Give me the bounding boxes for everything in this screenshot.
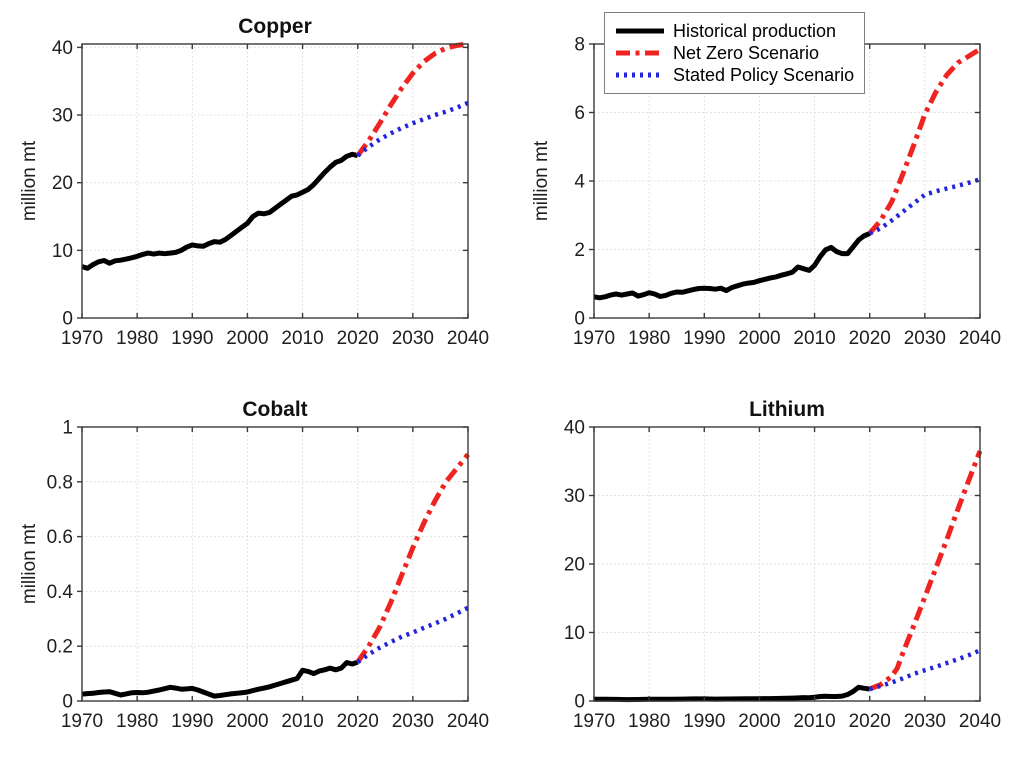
svg-text:30: 30	[564, 486, 585, 507]
svg-text:0: 0	[62, 692, 73, 713]
legend-entry-stated-policy: Stated Policy Scenario	[614, 64, 854, 86]
legend-entry-historical: Historical production	[614, 20, 854, 42]
svg-text:2020: 2020	[849, 711, 891, 732]
svg-text:20: 20	[52, 173, 73, 194]
legend-line-dotted-icon	[616, 72, 664, 78]
svg-text:0: 0	[62, 309, 73, 330]
svg-text:1: 1	[62, 418, 73, 439]
svg-text:1970: 1970	[573, 711, 615, 732]
legend-label: Historical production	[673, 21, 837, 41]
svg-text:0: 0	[574, 692, 585, 713]
svg-text:2020: 2020	[337, 711, 379, 732]
svg-text:30: 30	[52, 106, 73, 127]
svg-text:1980: 1980	[628, 328, 670, 349]
svg-text:2000: 2000	[226, 711, 268, 732]
svg-text:2010: 2010	[281, 328, 323, 349]
svg-text:6: 6	[574, 103, 585, 124]
svg-text:4: 4	[574, 172, 585, 193]
chart-title-lithium: Lithium	[749, 398, 825, 421]
svg-text:2010: 2010	[793, 711, 835, 732]
legend-label: Net Zero Scenario	[673, 43, 820, 63]
svg-text:2040: 2040	[959, 711, 1001, 732]
svg-text:1990: 1990	[683, 711, 725, 732]
chart-panel-lithium: Lithium 1970 1980 1990 2000 2010 2020 2030 2040…	[512, 383, 1024, 766]
svg-text:2030: 2030	[392, 711, 434, 732]
svg-text:1990: 1990	[171, 328, 213, 349]
svg-text:0: 0	[574, 309, 585, 330]
svg-text:1990: 1990	[683, 328, 725, 349]
svg-text:2020: 2020	[849, 328, 891, 349]
svg-text:2030: 2030	[904, 328, 946, 349]
svg-text:20: 20	[564, 555, 585, 576]
chart-panel-cobalt: Cobalt million mt 1970 1980 1990 2000 2010 20…	[0, 383, 512, 766]
svg-text:2020: 2020	[337, 328, 379, 349]
svg-text:2000: 2000	[226, 328, 268, 349]
legend-line-dashdot-icon	[616, 50, 664, 56]
svg-text:40: 40	[52, 38, 73, 59]
legend-entry-net-zero: Net Zero Scenario	[614, 42, 854, 64]
svg-text:2010: 2010	[281, 711, 323, 732]
chart-title-copper: Copper	[238, 15, 312, 38]
svg-text:2000: 2000	[738, 711, 780, 732]
svg-text:2030: 2030	[904, 711, 946, 732]
chart-panel-nickel: Nickel million mt 1970198019902000201020…	[512, 0, 1024, 383]
svg-text:1990: 1990	[171, 711, 213, 732]
plot-area-copper: 1970 1980 1990 2000 2010 2020 2030 204001020304…	[52, 38, 489, 349]
plot-area-cobalt: 1970 1980 1990 2000 2010 2020 2030 2040 0 0.2 0.4 0…	[47, 418, 490, 733]
legend: Historical production Net Zero Scenario …	[604, 12, 866, 94]
svg-text:0.6: 0.6	[47, 527, 73, 548]
plot-area-lithium: 1970 1980 1990 2000 2010 2020 2030 204001020304…	[564, 418, 1001, 733]
svg-text:2: 2	[574, 240, 585, 261]
svg-text:1980: 1980	[116, 711, 158, 732]
svg-text:1980: 1980	[116, 328, 158, 349]
svg-text:2040: 2040	[447, 328, 489, 349]
svg-text:0.8: 0.8	[47, 472, 73, 493]
svg-text:1970: 1970	[61, 711, 103, 732]
svg-text:2040: 2040	[447, 711, 489, 732]
svg-text:8: 8	[574, 35, 585, 56]
chart-panel-copper: Copper million mt 1970 1980 1990 2000 2010 20…	[0, 0, 512, 383]
svg-text:2010: 2010	[793, 328, 835, 349]
legend-label: Stated Policy Scenario	[673, 65, 855, 85]
svg-text:0.4: 0.4	[47, 582, 74, 603]
svg-text:1970: 1970	[573, 328, 615, 349]
svg-text:1980: 1980	[628, 711, 670, 732]
svg-text:1970: 1970	[61, 328, 103, 349]
svg-text:2030: 2030	[392, 328, 434, 349]
svg-text:2000: 2000	[738, 328, 780, 349]
chart-title-cobalt: Cobalt	[242, 398, 308, 421]
legend-line-solid-icon	[616, 28, 664, 34]
svg-text:10: 10	[564, 623, 585, 644]
svg-text:10: 10	[52, 241, 73, 262]
plot-area-nickel: 1970 1980 1990 2000 2010 2020 2030 2040 0 2 4 6 8	[573, 35, 1001, 350]
svg-text:0.2: 0.2	[47, 637, 73, 658]
svg-text:40: 40	[564, 418, 585, 439]
svg-text:2040: 2040	[959, 328, 1001, 349]
